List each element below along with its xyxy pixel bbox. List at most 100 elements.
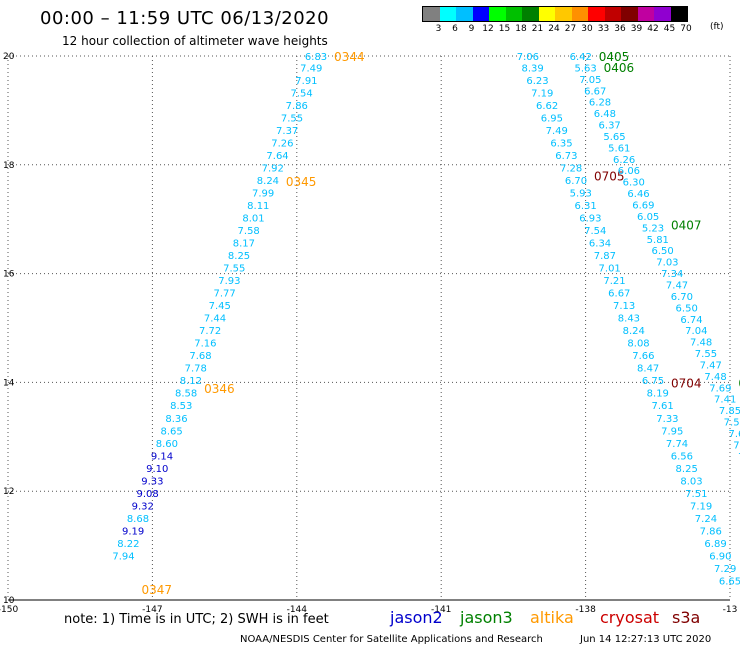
wave-height-value: 8.36	[165, 414, 187, 425]
wave-height-value: 7.47	[666, 280, 688, 291]
legend-label: 3	[435, 24, 442, 34]
wave-height-value: 6.83	[305, 52, 327, 63]
pass-time-label: 0344	[334, 50, 365, 64]
wave-height-value: 7.04	[685, 326, 707, 337]
wave-height-value: 8.53	[170, 401, 192, 412]
wave-height-value: 7.49	[546, 126, 568, 137]
wave-height-value: 6.28	[589, 98, 611, 109]
legend-swatch	[423, 7, 440, 21]
wave-height-value: 6.89	[704, 539, 726, 550]
wave-height-value: 7.54	[584, 226, 606, 237]
legend-label: 6	[452, 24, 458, 34]
legend-label: 33	[597, 24, 610, 34]
legend-swatch	[555, 7, 572, 21]
legend-label: 36	[614, 24, 626, 34]
wave-height-value: 7.48	[690, 338, 712, 349]
wave-height-value: 6.70	[565, 176, 587, 187]
wave-height-value: 6.74	[680, 315, 702, 326]
wave-height-value: 5.23	[642, 223, 664, 234]
wave-height-value: 7.58	[238, 226, 260, 237]
wave-height-value: 8.58	[175, 389, 197, 400]
legend-swatch	[505, 7, 522, 21]
satellite-jason2: jason2	[390, 608, 443, 627]
legend-swatch	[571, 7, 588, 21]
x-tick-label: -150	[0, 605, 18, 615]
y-tick-label: 14	[3, 378, 15, 388]
wave-height-value: 7.41	[714, 395, 736, 406]
wave-height-value: 7.33	[656, 414, 678, 425]
satellite-altika: altika	[530, 608, 574, 627]
legend-label: 45	[663, 24, 676, 34]
wave-height-value: 7.93	[218, 276, 240, 287]
wave-height-value: 7.28	[560, 164, 582, 175]
wave-height-value: 7.05	[579, 75, 601, 86]
x-tick-label: -144	[287, 605, 308, 615]
wave-height-value: 6.42	[570, 52, 592, 63]
wave-height-value: 8.22	[117, 539, 139, 550]
x-tick-label: -141	[431, 605, 451, 615]
wave-height-value: 9.19	[122, 526, 144, 537]
legend-swatch	[522, 7, 539, 21]
footer-timestamp: Jun 14 12:27:13 UTC 2020	[580, 634, 712, 645]
wave-height-value: 6.65	[719, 576, 740, 587]
wave-height-value: 6.90	[709, 551, 731, 562]
legend-swatch	[439, 7, 456, 21]
pass-time-label: 0406	[604, 61, 635, 75]
wave-height-value: 7.21	[603, 276, 625, 287]
wave-height-value: 7.37	[733, 440, 740, 451]
wave-height-value: 8.01	[242, 214, 264, 225]
wave-height-value: 8.12	[180, 376, 202, 387]
wave-height-value: 7.55	[695, 349, 717, 360]
wave-height-value: 8.43	[618, 314, 640, 325]
wave-height-value: 6.69	[632, 201, 654, 212]
wave-height-value: 5.63	[574, 63, 596, 74]
wave-height-value: 7.68	[189, 351, 211, 362]
wave-height-value: 6.48	[594, 109, 616, 120]
wave-height-value: 6.31	[574, 201, 596, 212]
wave-height-value: 9.33	[141, 476, 163, 487]
wave-height-value: 6.70	[671, 292, 693, 303]
wave-height-value: 8.65	[161, 426, 183, 437]
satellite-jason3: jason3	[460, 608, 513, 627]
wave-height-value: 8.25	[676, 464, 698, 475]
wave-height-value: 8.60	[156, 439, 178, 450]
wave-height-value: 8.11	[247, 201, 269, 212]
color-scale-boxes	[422, 6, 688, 22]
wave-height-value: 7.19	[531, 88, 553, 99]
wave-height-value: 7.86	[286, 101, 308, 112]
wave-height-value: 7.92	[262, 164, 284, 175]
wave-height-value: 6.67	[608, 289, 630, 300]
wave-height-value: 6.95	[541, 113, 563, 124]
wave-height-value: 5.81	[647, 235, 669, 246]
wave-height-value: 7.66	[632, 351, 654, 362]
wave-height-value: 7.55	[223, 264, 245, 275]
x-tick-label: -147	[142, 605, 162, 615]
wave-height-value: 8.08	[627, 339, 649, 350]
wave-height-value: 7.48	[704, 372, 726, 383]
wave-height-value: 7.49	[300, 63, 322, 74]
pass-time-label: 0346	[204, 382, 235, 396]
wave-height-value: 7.06	[517, 52, 539, 63]
legend-swatch	[637, 7, 654, 21]
wave-height-value: 7.24	[695, 514, 717, 525]
color-scale-labels: 3 6 9 12 15 18 21 24 27 30 33 36 39 42 45 70	[422, 24, 692, 36]
legend-label: 9	[468, 24, 475, 34]
wave-height-value: 7.22	[738, 452, 740, 463]
wave-height-value: 7.78	[185, 364, 207, 375]
wave-height-value: 8.24	[257, 176, 279, 187]
wave-height-value: 7.01	[599, 264, 621, 275]
wave-height-value: 6.75	[642, 376, 664, 387]
chart-title: 00:00 – 11:59 UTC 06/13/2020	[40, 8, 330, 29]
wave-height-value: 6.67	[584, 86, 606, 97]
note-text: note: 1) Time is in UTC; 2) SWH is in fe…	[64, 612, 329, 627]
wave-height-value: 7.44	[204, 314, 226, 325]
legend-swatch	[654, 7, 671, 21]
legend-swatch	[621, 7, 638, 21]
wave-height-value: 7.19	[690, 501, 712, 512]
wave-height-value: 7.99	[252, 189, 274, 200]
x-tick-label: -13	[723, 605, 738, 615]
wave-height-value: 5.65	[603, 132, 625, 143]
wave-height-value: 7.45	[209, 301, 231, 312]
y-tick-label: 12	[3, 487, 14, 497]
